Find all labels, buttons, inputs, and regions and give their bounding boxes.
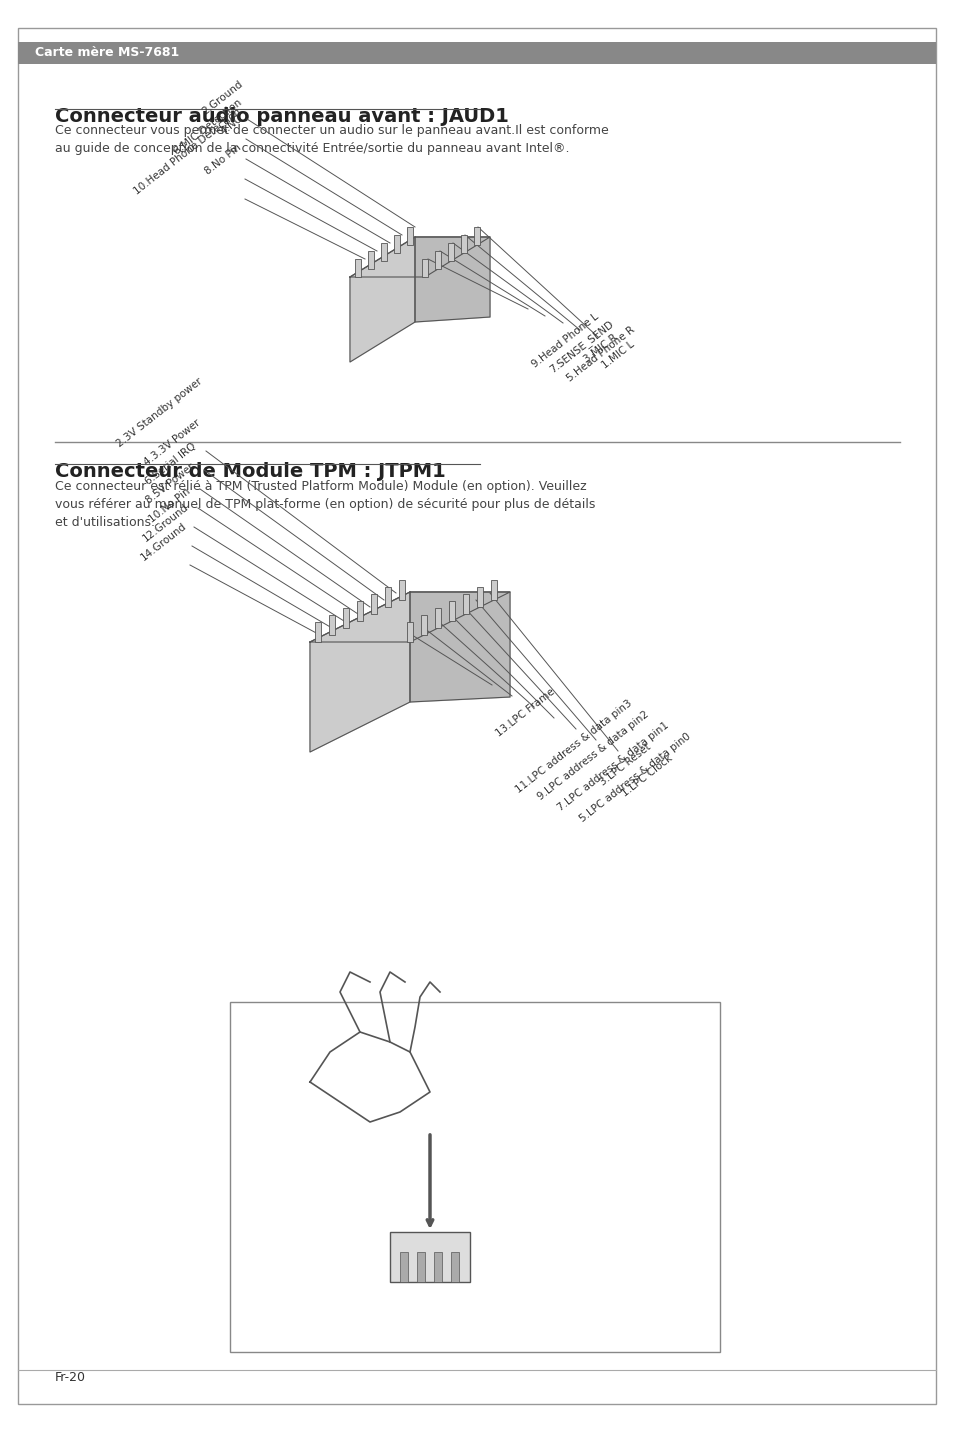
Bar [491, 580, 497, 600]
Bar [398, 580, 405, 600]
Bar [474, 228, 479, 245]
Text: 13.LPC Frame: 13.LPC Frame [494, 687, 556, 739]
FancyBboxPatch shape [18, 29, 935, 1403]
Bar [390, 1232, 470, 1282]
Text: 2.Ground: 2.Ground [200, 79, 245, 117]
Bar [399, 1252, 408, 1282]
Bar [230, 1002, 720, 1352]
Text: 10.Head Phone Detection: 10.Head Phone Detection [132, 107, 243, 198]
Text: Ce connecteur est rélié à TPM (Trusted Platform Module) Module (en option). Veui: Ce connecteur est rélié à TPM (Trusted P… [55, 480, 595, 528]
Bar [462, 594, 469, 614]
Polygon shape [310, 591, 410, 752]
Bar [371, 594, 376, 614]
Bar [407, 621, 413, 642]
Bar [18, 42, 935, 64]
Bar [420, 614, 427, 634]
Bar [451, 1252, 458, 1282]
Polygon shape [350, 238, 490, 276]
Text: 6.MIC Detection: 6.MIC Detection [172, 97, 244, 158]
Bar [368, 251, 374, 269]
Polygon shape [310, 591, 510, 642]
Text: 3.LPC Reset: 3.LPC Reset [598, 742, 652, 788]
Bar [449, 601, 455, 621]
Text: 7.SENSE_SEND: 7.SENSE_SEND [546, 318, 615, 375]
Text: 2.3V Standby power: 2.3V Standby power [114, 377, 204, 450]
Text: 3.MIC R: 3.MIC R [581, 332, 618, 364]
Bar [407, 228, 413, 245]
Text: 10.No Pin: 10.No Pin [147, 487, 192, 526]
Text: 11.LPC address & data pin3: 11.LPC address & data pin3 [514, 697, 634, 795]
Bar [355, 259, 360, 276]
Bar [329, 614, 335, 634]
Bar [476, 587, 482, 607]
Bar [460, 235, 467, 253]
Text: 7.LPC address & data pin1: 7.LPC address & data pin1 [556, 720, 670, 813]
Text: 5.Head Phone R: 5.Head Phone R [564, 325, 636, 384]
Text: Connecteur de Module TPM : JTPM1: Connecteur de Module TPM : JTPM1 [55, 463, 445, 481]
Polygon shape [415, 238, 490, 322]
Polygon shape [410, 591, 510, 702]
Bar [435, 251, 440, 269]
Bar [380, 243, 387, 261]
Text: 9.LPC address & data pin2: 9.LPC address & data pin2 [536, 709, 650, 802]
Text: 4.NC: 4.NC [218, 113, 244, 137]
Text: 6.Serial IRQ: 6.Serial IRQ [143, 441, 198, 487]
Text: Fr-20: Fr-20 [55, 1370, 86, 1383]
Bar [448, 243, 454, 261]
Text: 8.5V Power: 8.5V Power [144, 463, 195, 505]
Bar [434, 1252, 441, 1282]
Text: 1.MIC L: 1.MIC L [599, 339, 636, 371]
Polygon shape [350, 238, 415, 362]
Text: 8.No Pin: 8.No Pin [203, 143, 243, 178]
Text: 1.LPC Clock: 1.LPC Clock [619, 753, 674, 799]
Bar [421, 259, 428, 276]
Text: Connecteur audio panneau avant : JAUD1: Connecteur audio panneau avant : JAUD1 [55, 107, 508, 126]
Text: 9.Head Phone L: 9.Head Phone L [530, 311, 599, 369]
Text: 4.3.3V Power: 4.3.3V Power [142, 418, 202, 468]
Text: 12.Ground: 12.Ground [140, 503, 190, 544]
Text: Ce connecteur vous permet de connecter un audio sur le panneau avant.Il est conf: Ce connecteur vous permet de connecter u… [55, 125, 608, 155]
Text: 5.LPC address & data pin0: 5.LPC address & data pin0 [578, 730, 692, 823]
Bar [416, 1252, 424, 1282]
Text: 14.Ground: 14.Ground [138, 521, 188, 563]
Bar [385, 587, 391, 607]
Bar [343, 609, 349, 629]
Bar [314, 621, 320, 642]
Bar [435, 609, 440, 629]
Text: Carte mère MS-7681: Carte mère MS-7681 [35, 46, 179, 60]
Bar [356, 601, 363, 621]
Bar [394, 235, 399, 253]
